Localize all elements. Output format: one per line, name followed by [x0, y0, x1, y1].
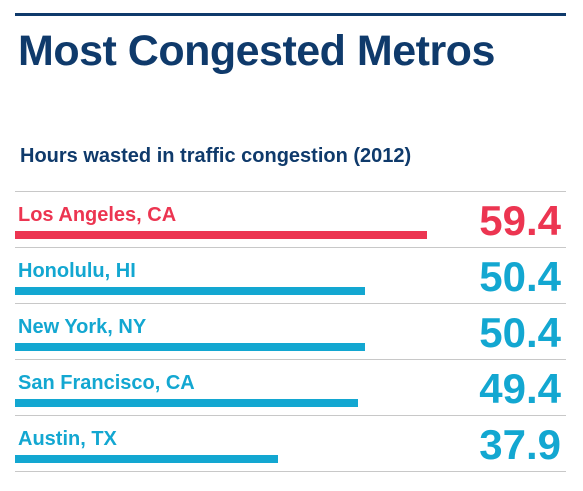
bar-row: Los Angeles, CA 59.4	[15, 191, 566, 247]
bar-row: San Francisco, CA 49.4	[15, 359, 566, 415]
value-label: 49.4	[479, 365, 561, 412]
bar-row: Honolulu, HI 50.4	[15, 247, 566, 303]
category-label: Austin, TX	[18, 428, 117, 450]
value-label: 37.9	[479, 421, 561, 468]
category-label: San Francisco, CA	[18, 372, 195, 394]
bar	[15, 399, 358, 407]
bar	[15, 455, 278, 463]
category-label: Honolulu, HI	[18, 260, 136, 282]
top-rule	[15, 13, 566, 16]
chart-title: Most Congested Metros	[18, 27, 495, 75]
bar-row: New York, NY 50.4	[15, 303, 566, 359]
bar	[15, 287, 365, 295]
value-label: 50.4	[479, 253, 561, 300]
bar	[15, 231, 427, 239]
chart-subtitle: Hours wasted in traffic congestion (2012…	[20, 145, 412, 167]
value-label: 50.4	[479, 309, 561, 356]
bar-rows: Los Angeles, CA 59.4 Honolulu, HI 50.4 New Y…	[15, 191, 566, 472]
bar-row: Austin, TX 37.9	[15, 415, 566, 472]
category-label: New York, NY	[18, 316, 147, 338]
bar	[15, 343, 365, 351]
value-label: 59.4	[479, 197, 561, 244]
category-label: Los Angeles, CA	[18, 204, 177, 226]
